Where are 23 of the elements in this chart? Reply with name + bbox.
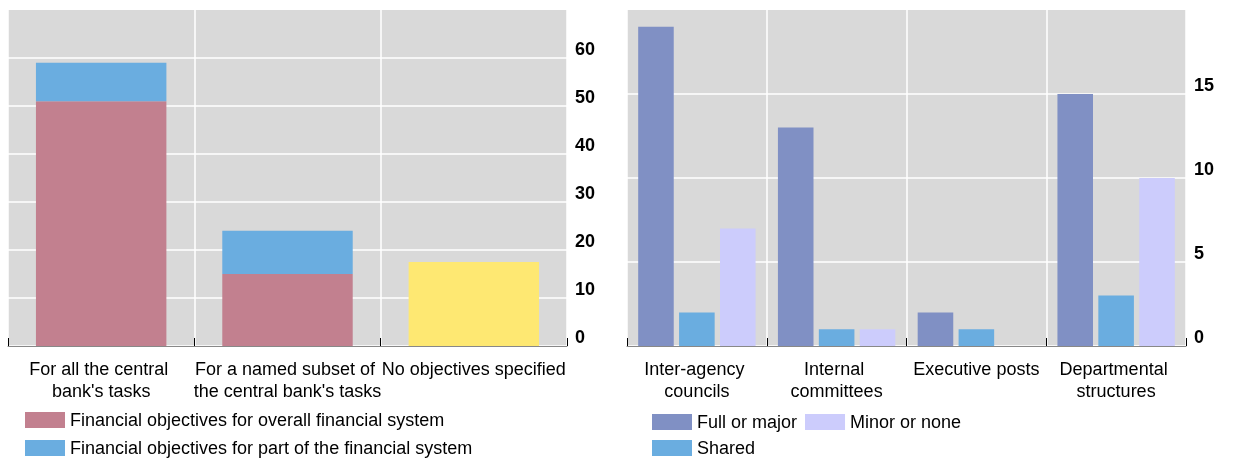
x-tick-label: No objectives specified bbox=[381, 359, 566, 379]
y-tick-label: 10 bbox=[1194, 159, 1215, 179]
y-tick-label: 0 bbox=[575, 327, 586, 347]
y-tick-label: 50 bbox=[575, 87, 596, 107]
legend-label: Financial objectives for overall financial system bbox=[70, 410, 445, 430]
y-tick-label: 40 bbox=[575, 135, 596, 155]
y-tick-label: 30 bbox=[575, 183, 596, 203]
y-tick-label: 10 bbox=[575, 279, 596, 299]
legend-label: Financial objectives for part of the financial system bbox=[70, 438, 473, 458]
y-tick-label: 15 bbox=[1194, 75, 1215, 95]
x-tick-label: Inter-agency councils bbox=[644, 359, 750, 401]
y-tick-label: 0 bbox=[1194, 327, 1205, 347]
legend-label: Minor or none bbox=[850, 412, 962, 432]
x-tick-label: For a named subset of the central bank's tasks bbox=[193, 359, 382, 401]
y-tick-label: 5 bbox=[1194, 243, 1205, 263]
x-tick-label: Internal committees bbox=[790, 359, 883, 401]
y-tick-label: 20 bbox=[575, 231, 596, 251]
x-tick-label: For all the central bank's tasks bbox=[29, 359, 174, 401]
x-tick-label: Executive posts bbox=[913, 359, 1040, 379]
x-tick-label: Departmental structures bbox=[1059, 359, 1173, 401]
legend-label: Shared bbox=[697, 438, 756, 458]
legend-label: Full or major bbox=[697, 412, 798, 432]
y-tick-label: 60 bbox=[575, 39, 596, 59]
